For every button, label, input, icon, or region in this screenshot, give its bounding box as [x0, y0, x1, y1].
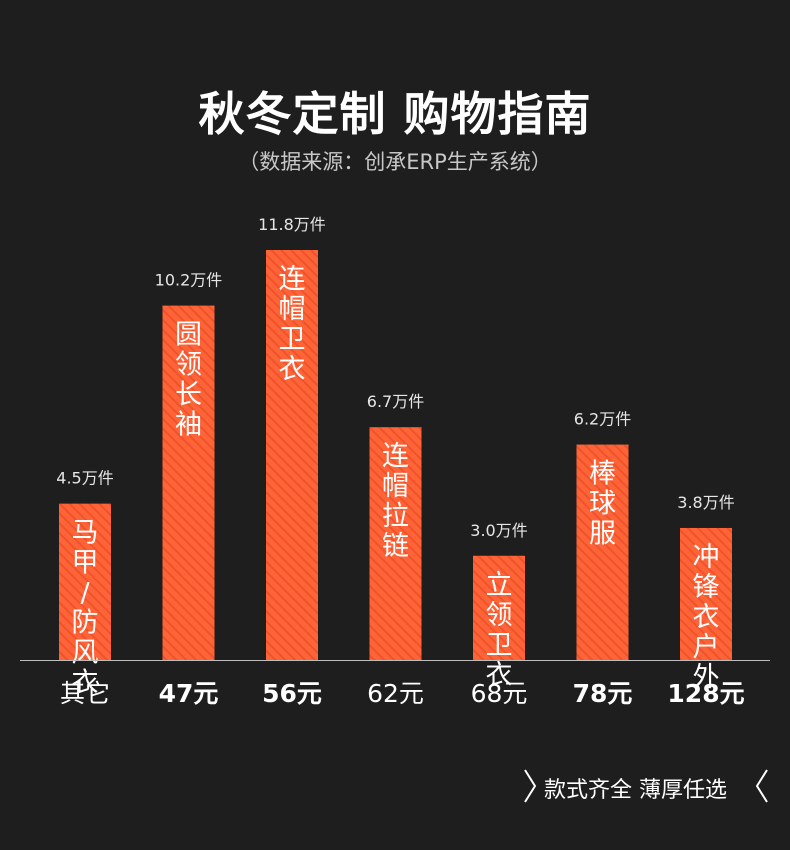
bar	[369, 427, 422, 660]
bar-label: 马甲/防风衣	[72, 518, 99, 699]
bar-label: 棒球服	[589, 459, 616, 550]
chevron-right-icon	[524, 769, 537, 803]
bar	[473, 555, 525, 660]
value-label: 6.7万件	[367, 392, 424, 411]
category-label: 62元	[367, 679, 424, 708]
page-title: 秋冬定制 购物指南	[198, 87, 592, 141]
bar	[162, 305, 215, 660]
bar	[576, 444, 629, 660]
bar	[59, 503, 111, 660]
bar-label: 圆领长袖	[175, 320, 202, 441]
bar	[266, 250, 318, 660]
bar-label: 冲锋衣户外	[693, 542, 720, 693]
footer-tagline: 款式齐全 薄厚任选	[522, 766, 772, 806]
bar-label: 连帽拉链	[382, 441, 409, 562]
value-label: 3.0万件	[470, 521, 527, 540]
value-label: 10.2万件	[155, 271, 223, 290]
value-label: 4.5万件	[56, 469, 113, 488]
category-label: 128元	[667, 679, 744, 708]
chevron-left-icon	[755, 769, 768, 803]
value-label: 6.2万件	[574, 410, 631, 429]
bar	[680, 527, 732, 660]
value-label: 11.8万件	[258, 215, 326, 234]
category-label: 78元	[573, 679, 633, 708]
category-label: 47元	[159, 679, 219, 708]
page-subtitle: （数据来源：创承ERP生产系统）	[238, 150, 552, 174]
value-label: 3.8万件	[677, 493, 734, 512]
bar-label: 连帽卫衣	[279, 264, 306, 385]
category-label: 68元	[471, 679, 528, 708]
footer-text: 款式齐全 薄厚任选	[544, 778, 727, 803]
category-label: 56元	[262, 679, 322, 708]
category-label: 其它	[60, 679, 110, 708]
bar-label: 立领卫衣	[486, 570, 513, 691]
